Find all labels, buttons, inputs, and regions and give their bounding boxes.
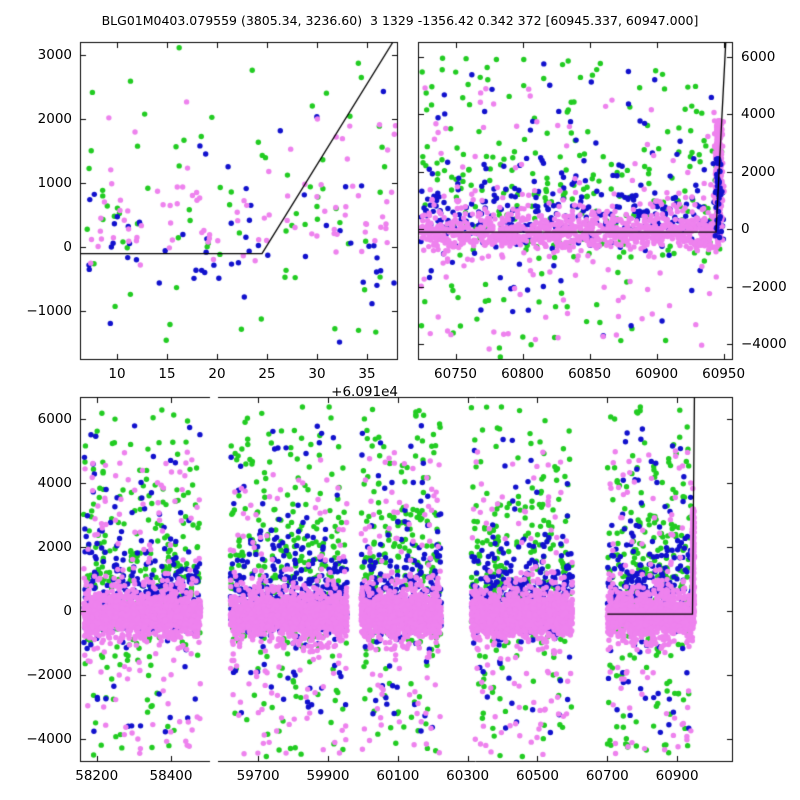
figure-title: BLG01M0403.079559 (3805.34, 3236.60) 3 1… bbox=[101, 13, 699, 28]
